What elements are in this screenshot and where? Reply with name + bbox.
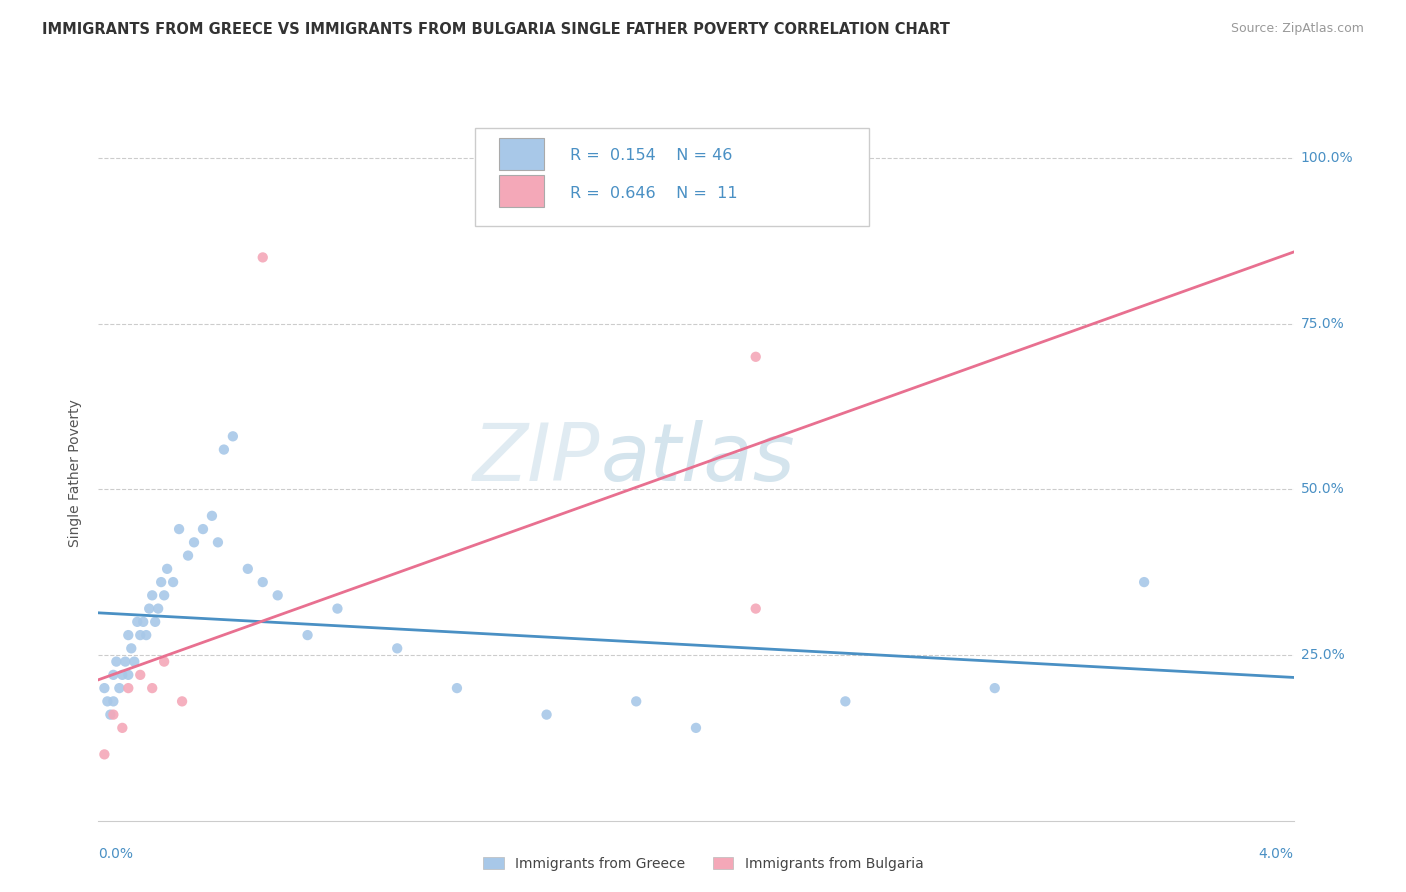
Point: [98, 707, 122, 722]
Point: [252, 575, 274, 590]
Point: [150, 575, 173, 590]
Point: [252, 251, 274, 265]
Text: 50.0%: 50.0%: [1301, 483, 1344, 496]
Point: [201, 508, 224, 523]
Legend: Immigrants from Greece, Immigrants from Bulgaria: Immigrants from Greece, Immigrants from …: [477, 851, 929, 876]
Point: [983, 681, 1005, 695]
Text: IMMIGRANTS FROM GREECE VS IMMIGRANTS FROM BULGARIA SINGLE FATHER POVERTY CORRELA: IMMIGRANTS FROM GREECE VS IMMIGRANTS FRO…: [42, 22, 950, 37]
Point: [172, 694, 194, 708]
Point: [103, 707, 125, 722]
Y-axis label: Single Father Poverty: Single Father Poverty: [69, 399, 83, 547]
Point: [177, 549, 200, 563]
Point: [267, 588, 290, 602]
Point: [132, 615, 155, 629]
Text: Source: ZipAtlas.com: Source: ZipAtlas.com: [1230, 22, 1364, 36]
Point: [103, 694, 125, 708]
Text: 100.0%: 100.0%: [1301, 151, 1353, 165]
Point: [834, 694, 856, 708]
Point: [93, 681, 115, 695]
Point: [153, 588, 176, 602]
Point: [153, 655, 176, 669]
Point: [536, 707, 558, 722]
Point: [141, 588, 163, 602]
Point: [446, 681, 468, 695]
Point: [191, 522, 214, 536]
Point: [129, 668, 152, 682]
Point: [127, 615, 149, 629]
Point: [135, 628, 157, 642]
Point: [117, 628, 139, 642]
Point: [141, 681, 163, 695]
Text: R =  0.154    N = 46: R = 0.154 N = 46: [571, 148, 733, 163]
Point: [111, 721, 134, 735]
Point: [745, 601, 768, 615]
Point: [236, 562, 259, 576]
Point: [162, 575, 184, 590]
Point: [93, 747, 115, 762]
Point: [183, 535, 205, 549]
Point: [624, 694, 647, 708]
Point: [96, 694, 118, 708]
Point: [385, 641, 409, 656]
Text: 25.0%: 25.0%: [1301, 648, 1344, 662]
Point: [111, 668, 134, 682]
Point: [167, 522, 190, 536]
FancyBboxPatch shape: [499, 138, 544, 170]
Text: 4.0%: 4.0%: [1258, 847, 1294, 861]
Point: [685, 721, 707, 735]
Point: [117, 668, 139, 682]
Point: [297, 628, 319, 642]
Point: [103, 668, 125, 682]
Point: [129, 628, 152, 642]
Point: [143, 615, 166, 629]
Point: [120, 641, 142, 656]
Point: [207, 535, 229, 549]
Point: [222, 429, 245, 443]
Point: [148, 601, 170, 615]
Point: [212, 442, 235, 457]
Point: [108, 681, 131, 695]
Point: [156, 562, 179, 576]
Point: [745, 350, 768, 364]
Point: [138, 601, 160, 615]
Point: [114, 655, 136, 669]
Point: [124, 655, 146, 669]
Point: [117, 681, 139, 695]
Text: R =  0.646    N =  11: R = 0.646 N = 11: [571, 186, 738, 201]
FancyBboxPatch shape: [475, 128, 869, 226]
Text: ZIP: ZIP: [472, 420, 600, 498]
Point: [326, 601, 349, 615]
Text: atlas: atlas: [600, 420, 796, 498]
Text: 0.0%: 0.0%: [98, 847, 134, 861]
FancyBboxPatch shape: [499, 175, 544, 207]
Text: 75.0%: 75.0%: [1301, 317, 1344, 331]
Point: [1133, 575, 1156, 590]
Point: [105, 655, 128, 669]
